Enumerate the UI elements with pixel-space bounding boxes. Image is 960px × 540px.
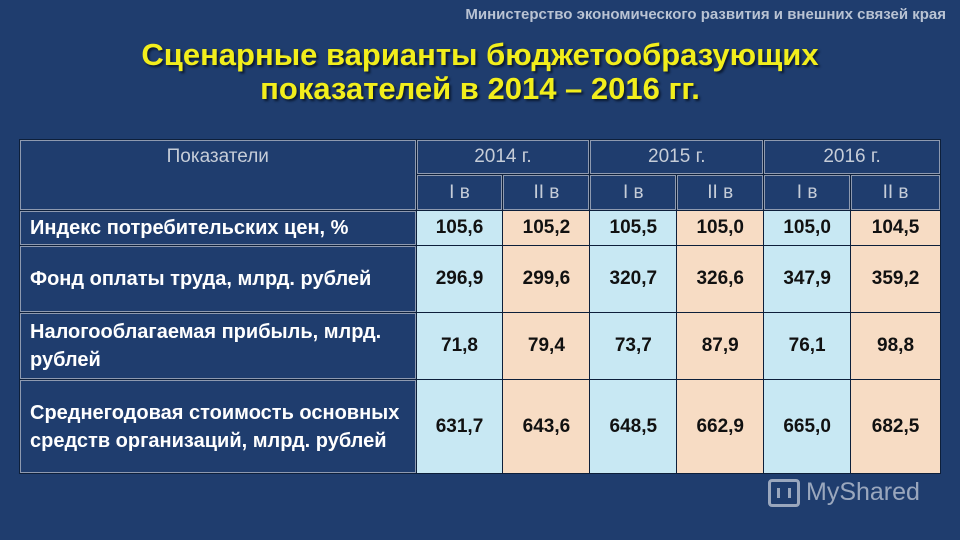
- header-year-2014: 2014 г.: [415, 139, 591, 175]
- table-cell: 662,9: [676, 379, 765, 474]
- header-variant: I в: [589, 174, 678, 211]
- table-cell: 105,2: [502, 210, 591, 246]
- indicators-table: Показатели 2014 г. 2015 г. 2016 г. I в I…: [19, 139, 941, 474]
- table-cell: 105,6: [415, 210, 504, 246]
- table-cell: 665,0: [763, 379, 852, 474]
- row-label-wage-fund: Фонд оплаты труда, млрд. рублей: [19, 245, 417, 313]
- watermark: MyShared: [768, 478, 920, 507]
- table-row: Среднегодовая стоимость основных средств…: [19, 379, 941, 474]
- header-variant: I в: [415, 174, 504, 211]
- table-cell: 682,5: [850, 379, 941, 474]
- table-cell: 104,5: [850, 210, 941, 246]
- row-label-cpi: Индекс потребительских цен, %: [19, 210, 417, 246]
- ministry-header: Министерство экономического развития и в…: [465, 6, 946, 23]
- table-cell: 98,8: [850, 312, 941, 380]
- table-cell: 71,8: [415, 312, 504, 380]
- row-label-taxable-profit: Налогооблагаемая прибыль, млрд. рублей: [19, 312, 417, 380]
- table-row: Индекс потребительских цен, % 105,6 105,…: [19, 210, 941, 246]
- table-cell: 320,7: [589, 245, 678, 313]
- header-variant: II в: [850, 174, 941, 211]
- header-year-2016: 2016 г.: [763, 139, 941, 175]
- table-cell: 359,2: [850, 245, 941, 313]
- table-cell: 347,9: [763, 245, 852, 313]
- header-variant: I в: [763, 174, 852, 211]
- table-cell: 87,9: [676, 312, 765, 380]
- table-cell: 299,6: [502, 245, 591, 313]
- header-variant: II в: [676, 174, 765, 211]
- slide-title: Сценарные варианты бюджетообразующих пок…: [0, 38, 960, 106]
- table-cell: 76,1: [763, 312, 852, 380]
- table-row: Фонд оплаты труда, млрд. рублей 296,9 29…: [19, 245, 941, 313]
- watermark-text: MyShared: [806, 478, 920, 506]
- table-row: Налогооблагаемая прибыль, млрд. рублей 7…: [19, 312, 941, 380]
- header-indicators: Показатели: [19, 139, 417, 211]
- header-variant: II в: [502, 174, 591, 211]
- table-cell: 79,4: [502, 312, 591, 380]
- table-cell: 105,5: [589, 210, 678, 246]
- title-line-1: Сценарные варианты бюджетообразующих: [141, 37, 819, 72]
- row-label-fixed-assets: Среднегодовая стоимость основных средств…: [19, 379, 417, 474]
- table-cell: 105,0: [763, 210, 852, 246]
- table-cell: 326,6: [676, 245, 765, 313]
- table-cell: 648,5: [589, 379, 678, 474]
- table-cell: 73,7: [589, 312, 678, 380]
- table-cell: 643,6: [502, 379, 591, 474]
- presentation-icon: [768, 478, 800, 507]
- table-cell: 105,0: [676, 210, 765, 246]
- title-line-2: показателей в 2014 – 2016 гг.: [260, 71, 700, 106]
- header-year-2015: 2015 г.: [589, 139, 765, 175]
- table-cell: 296,9: [415, 245, 504, 313]
- table-cell: 631,7: [415, 379, 504, 474]
